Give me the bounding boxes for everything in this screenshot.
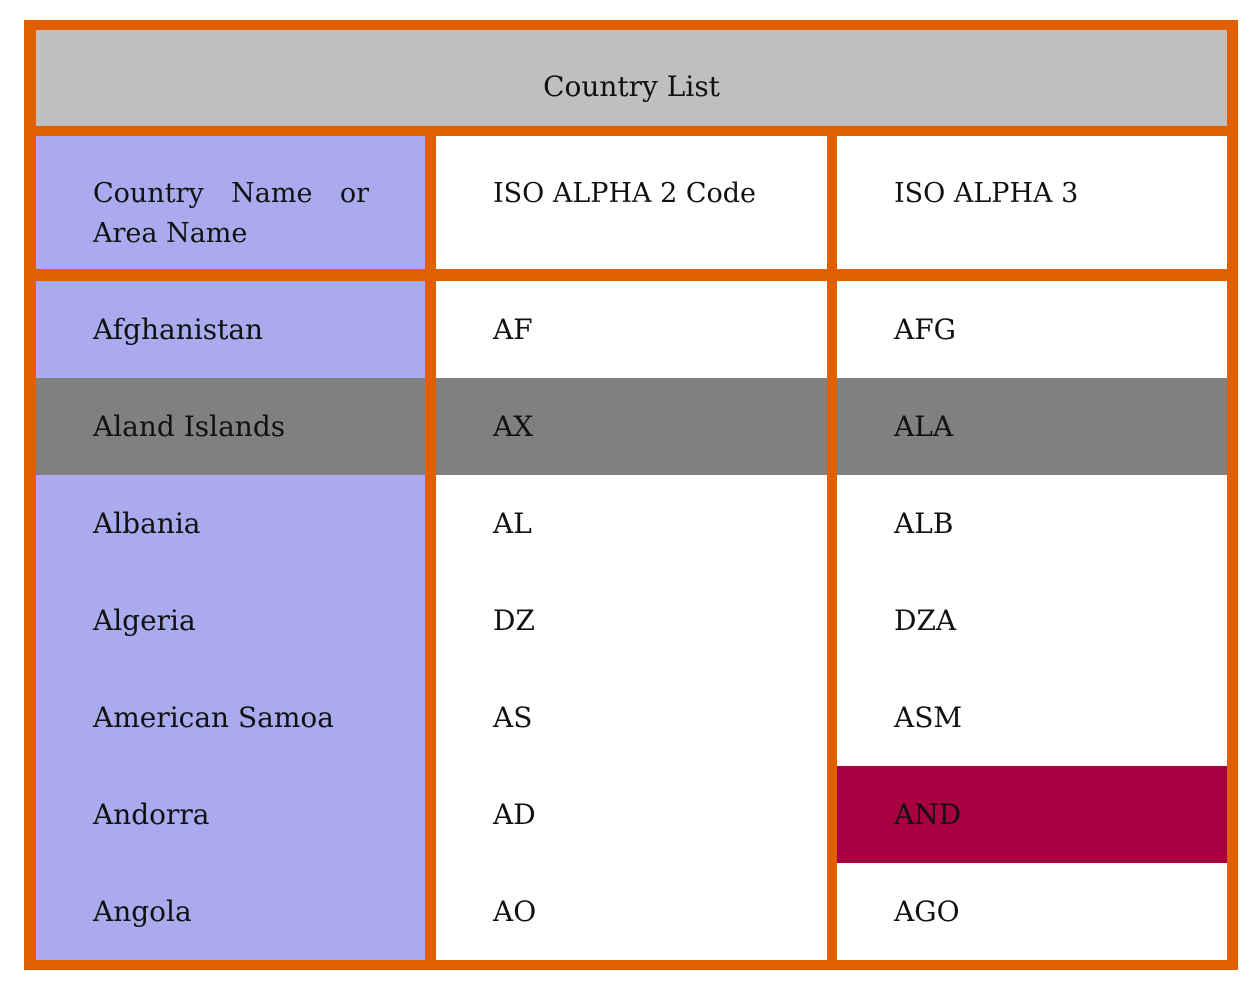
table-cell: Andorra <box>93 798 210 831</box>
table-cell: DZ <box>493 604 535 637</box>
table-cell: Afghanistan <box>93 313 264 346</box>
header-iso-alpha-2: ISO ALPHA 2 Code <box>436 136 827 269</box>
table-cell: AL <box>493 507 532 540</box>
table-cell: AS <box>493 701 533 734</box>
table-cell: AX <box>436 378 827 475</box>
table-title: Country List <box>36 30 1227 126</box>
column-country-name: Afghanistan Aland Islands Albania Algeri… <box>36 281 425 960</box>
table-cell: ALA <box>837 378 1227 475</box>
table-cell: Angola <box>93 895 192 928</box>
header-iso-alpha-3: ISO ALPHA 3 <box>837 136 1227 269</box>
table-cell: AND <box>837 766 1227 863</box>
column-iso-alpha-2: AF AX AL DZ AS AD AO <box>436 281 827 960</box>
column-iso-alpha-3: AFG ALA ALB DZA ASM AND AGO <box>837 281 1227 960</box>
table-cell: Algeria <box>93 604 196 637</box>
table-cell: AFG <box>894 313 957 346</box>
table-cell: AGO <box>894 895 960 928</box>
table-cell: Albania <box>93 507 201 540</box>
table-cell: ASM <box>894 701 963 734</box>
table-cell: AD <box>493 798 536 831</box>
header-country-name: Country Name or Area Name <box>36 136 425 269</box>
table-cell: DZA <box>894 604 957 637</box>
table-cell: Aland Islands <box>36 378 425 475</box>
table-cell: American Samoa <box>93 701 334 734</box>
table-cell: AO <box>493 895 537 928</box>
table-cell: ALB <box>894 507 954 540</box>
table-cell: AF <box>493 313 533 346</box>
